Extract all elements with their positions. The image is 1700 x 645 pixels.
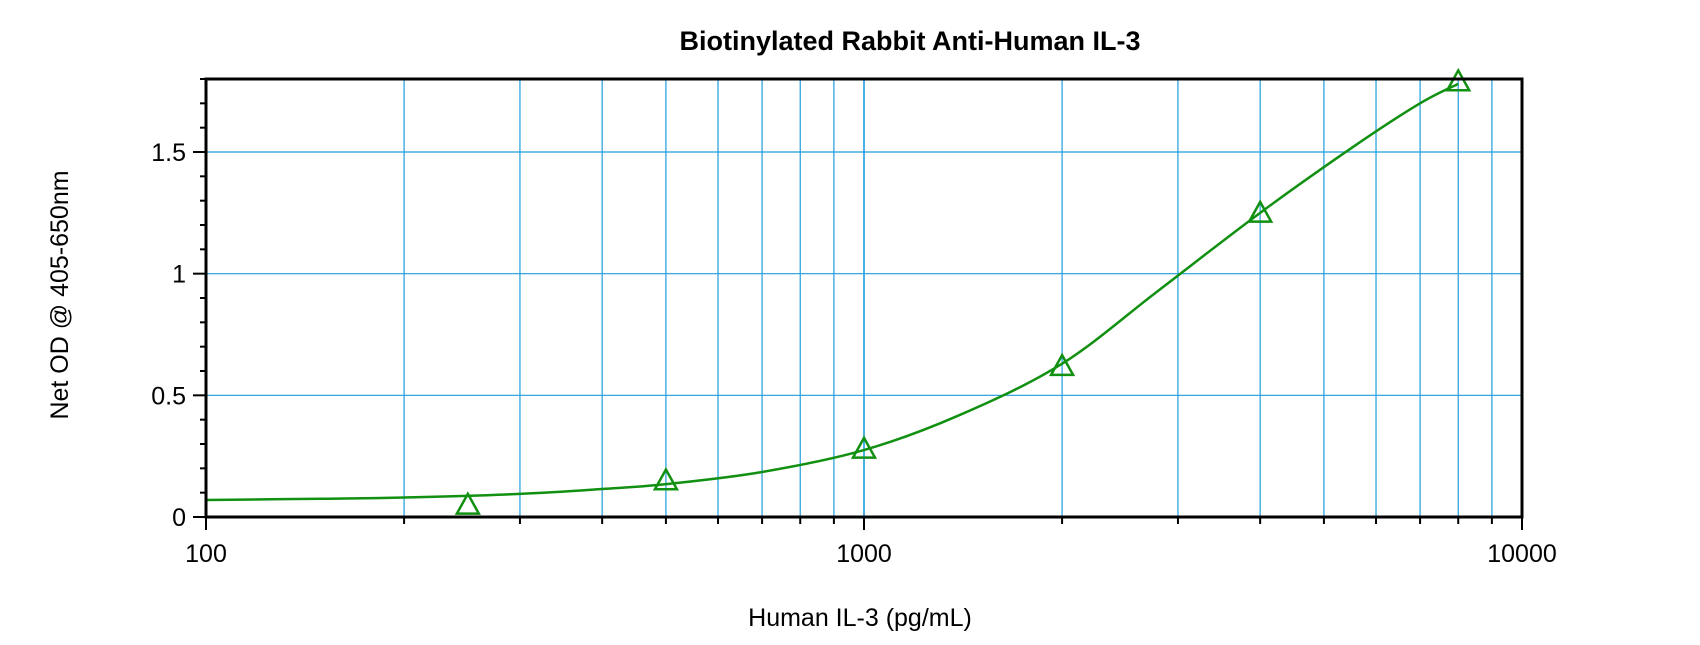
chart-title: Biotinylated Rabbit Anti-Human IL-3 bbox=[680, 26, 1141, 56]
y-tick-label: 1.5 bbox=[151, 139, 186, 167]
fit-curve bbox=[205, 82, 1459, 502]
data-points bbox=[454, 67, 1472, 515]
fit-curve-layer bbox=[205, 82, 1459, 502]
x-axis-ticks: 100 1000 10000 bbox=[185, 517, 1557, 568]
y-axis-label: Net OD @ 405-650nm bbox=[46, 170, 74, 419]
data-point-triangle bbox=[850, 435, 878, 459]
x-tick-label: 1000 bbox=[836, 540, 892, 568]
data-point-triangle bbox=[652, 466, 680, 491]
data-point-triangle bbox=[1048, 352, 1076, 377]
data-point-triangle bbox=[454, 491, 481, 515]
x-axis-label: Human IL-3 (pg/mL) bbox=[748, 604, 972, 632]
y-axis-ticks: 0 0.5 1 1.5 bbox=[151, 78, 206, 532]
grid-lines bbox=[206, 79, 1522, 517]
data-point-triangle bbox=[1247, 199, 1274, 223]
y-tick-label: 1 bbox=[172, 261, 186, 289]
x-tick-label: 100 bbox=[185, 540, 227, 568]
y-tick-label: 0.5 bbox=[151, 382, 186, 410]
x-tick-label: 10000 bbox=[1487, 540, 1557, 568]
y-tick-label: 0 bbox=[172, 504, 186, 532]
